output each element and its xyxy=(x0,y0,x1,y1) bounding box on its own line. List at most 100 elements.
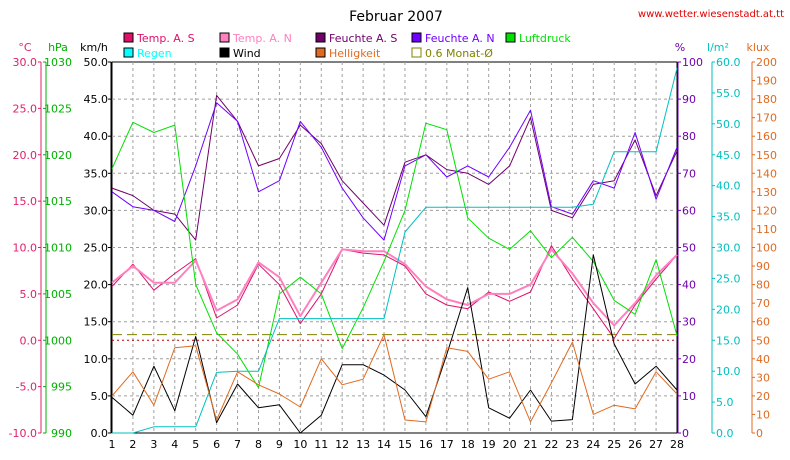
tick-label-pres: 1025 xyxy=(44,102,72,115)
axis-pres: 990 995 1000 1005 1010 1015 1020 1025 1030 xyxy=(43,56,72,440)
tick-label-wind: 35.0 xyxy=(84,167,109,180)
x-axis: 1 2 3 4 5 6 7 8 9 10 11 12 13 14 15 16 17 18 19 20 21 22 23 24 2… xyxy=(109,438,685,451)
tick-label-temp: 5.0 xyxy=(20,288,38,301)
tick-label-wind: 50.0 xyxy=(84,56,109,69)
tick-label-lux: 80 xyxy=(756,279,770,292)
tick-label-lux: 60 xyxy=(756,316,770,329)
tick-label-lux: 150 xyxy=(756,149,777,162)
series-temp-a-n xyxy=(111,248,678,327)
tick-label-wind: 25.0 xyxy=(84,242,109,255)
legend-label: Wind xyxy=(233,47,261,60)
tick-label-pres: 995 xyxy=(51,381,72,394)
axis-units: °C hPa km/h% l/m² klux xyxy=(18,41,770,54)
x-tick-label: 5 xyxy=(192,438,199,451)
legend-swatch xyxy=(123,47,134,58)
tick-label-hum: 0 xyxy=(682,427,689,440)
tick-label-rain: 60.0 xyxy=(716,56,741,69)
tick-label-temp: 20.0 xyxy=(13,149,38,162)
legend-swatch xyxy=(123,32,134,43)
data-series xyxy=(111,68,678,434)
x-tick-label: 24 xyxy=(586,438,600,451)
legend-swatch xyxy=(505,32,516,43)
tick-label-lux: 160 xyxy=(756,130,777,143)
axis-lux: 0 10 20 30 40 50 60 70 80 90 100 110 120 130 140 150 160… xyxy=(751,56,777,440)
unit-wind: km/h xyxy=(80,41,108,54)
tick-label-lux: 50 xyxy=(756,334,770,347)
x-tick-label: 6 xyxy=(213,438,220,451)
x-tick-label: 9 xyxy=(276,438,283,451)
unit-rain: l/m² xyxy=(707,41,729,54)
tick-label-lux: 120 xyxy=(756,204,777,217)
legend-swatch xyxy=(219,32,230,43)
legend-item: Wind xyxy=(219,47,261,60)
x-tick-label: 7 xyxy=(234,438,241,451)
source-url[interactable]: www.wetter.wiesenstadt.at.tt xyxy=(638,9,784,20)
unit-temp: °C xyxy=(18,41,32,54)
x-tick-label: 26 xyxy=(628,438,642,451)
legend-label: Helligkeit xyxy=(329,47,381,60)
chart-legend: Temp. A. S Temp. A. N Feuchte A. S Feuchte … xyxy=(123,32,571,60)
tick-label-rain: 15.0 xyxy=(716,334,741,347)
x-tick-label: 2 xyxy=(129,438,136,451)
tick-label-hum: 30 xyxy=(682,316,696,329)
chart-title: Februar 2007 xyxy=(349,9,443,25)
tick-label-pres: 1030 xyxy=(44,56,72,69)
x-tick-label: 23 xyxy=(565,438,579,451)
legend-item: Feuchte A. N xyxy=(411,32,495,45)
tick-label-rain: 55.0 xyxy=(716,87,741,100)
tick-label-rain: 25.0 xyxy=(716,272,741,285)
legend-label: Regen xyxy=(137,47,172,60)
tick-label-lux: 180 xyxy=(756,93,777,106)
tick-label-pres: 1005 xyxy=(44,288,72,301)
x-tick-label: 16 xyxy=(419,438,433,451)
x-tick-label: 18 xyxy=(461,438,475,451)
legend-label: 0.6 Monat-Ø xyxy=(425,47,493,60)
tick-label-wind: 45.0 xyxy=(84,93,109,106)
tick-label-hum: 80 xyxy=(682,130,696,143)
y-axes: -10.0-5.00.05.010.015.020.025.030.099099… xyxy=(9,56,777,440)
legend-swatch xyxy=(315,47,326,58)
tick-label-wind: 10.0 xyxy=(84,353,109,366)
tick-label-pres: 1000 xyxy=(44,334,72,347)
tick-label-lux: 200 xyxy=(756,56,777,69)
series-wind xyxy=(111,254,678,434)
x-tick-label: 20 xyxy=(503,438,517,451)
tick-label-lux: 30 xyxy=(756,371,770,384)
legend-swatch xyxy=(411,47,422,58)
series-regen xyxy=(112,68,678,434)
tick-label-rain: 40.0 xyxy=(716,180,741,193)
tick-label-wind: 20.0 xyxy=(84,279,109,292)
series-temp-a-s xyxy=(111,245,678,339)
tick-label-hum: 10 xyxy=(682,390,696,403)
legend-label: Feuchte A. N xyxy=(425,32,495,45)
tick-label-pres: 1010 xyxy=(44,242,72,255)
tick-label-lux: 70 xyxy=(756,297,770,310)
tick-label-rain: 30.0 xyxy=(716,242,741,255)
x-tick-label: 14 xyxy=(377,438,391,451)
x-tick-label: 17 xyxy=(440,438,454,451)
tick-label-lux: 110 xyxy=(756,223,777,236)
grid-lines xyxy=(112,62,677,433)
tick-label-lux: 10 xyxy=(756,408,770,421)
tick-label-hum: 100 xyxy=(682,56,703,69)
tick-label-temp: -10.0 xyxy=(9,427,37,440)
x-tick-label: 28 xyxy=(670,438,684,451)
legend-swatch xyxy=(219,47,230,58)
tick-label-lux: 20 xyxy=(756,390,770,403)
tick-label-hum: 70 xyxy=(682,167,696,180)
axis-wind: 0.0 5.0 10.0 15.0 20.0 25.0 30.0 35.0 40.0 45.0 50… xyxy=(84,56,112,440)
legend-swatch xyxy=(411,32,422,43)
tick-label-temp: 10.0 xyxy=(13,242,38,255)
legend-item: Temp. A. N xyxy=(219,32,292,45)
tick-label-wind: 40.0 xyxy=(84,130,109,143)
unit-hum: % xyxy=(675,41,685,54)
series-feuchte-a-n xyxy=(111,102,678,241)
x-tick-label: 12 xyxy=(335,438,349,451)
x-tick-label: 27 xyxy=(649,438,663,451)
tick-label-rain: 5.0 xyxy=(716,396,734,409)
tick-label-lux: 90 xyxy=(756,260,770,273)
series-feuchte-a-s xyxy=(111,94,678,241)
legend-swatch xyxy=(315,32,326,43)
tick-label-lux: 170 xyxy=(756,112,777,125)
tick-label-temp: 30.0 xyxy=(13,56,38,69)
